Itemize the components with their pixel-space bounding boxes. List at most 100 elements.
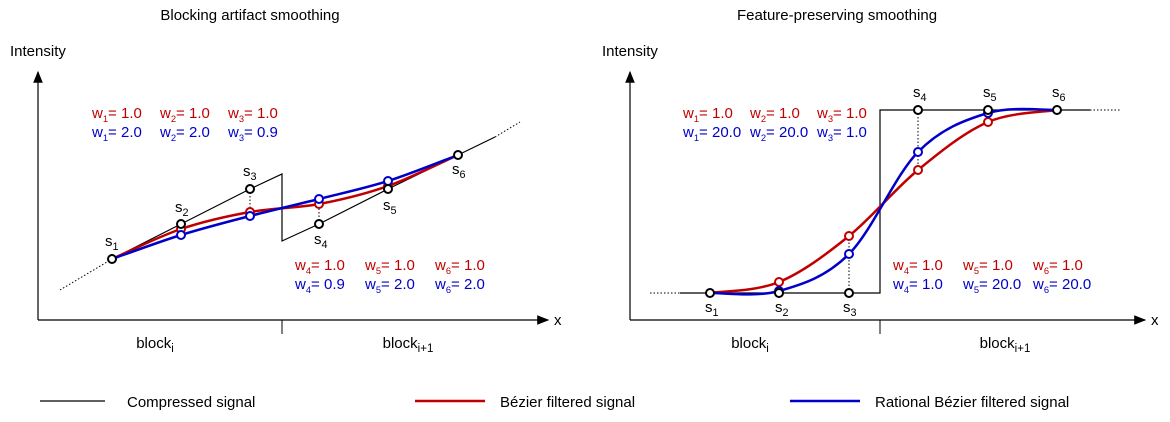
point-label-base: s — [452, 161, 460, 178]
point-label-sub: 2 — [783, 307, 789, 319]
legend-label: Bézier filtered signal — [500, 394, 635, 411]
bezier-point — [983, 117, 993, 127]
point-label: s3 — [843, 299, 857, 319]
weight-label-value: = 1.0 — [699, 105, 733, 122]
weight-label-sub: 3 — [239, 133, 244, 143]
point-label-base: s — [175, 199, 183, 216]
point-label: s5 — [383, 197, 397, 217]
weight-label-base: w — [364, 276, 376, 293]
point-label-sub: 5 — [391, 205, 397, 217]
weight-label-base: w — [227, 105, 239, 122]
weight-label: w6= 1.0 — [1032, 257, 1083, 276]
weight-label-value: = 2.0 — [176, 124, 210, 141]
rational-bezier-curve — [111, 153, 459, 261]
weight-label: w1= 20.0 — [682, 124, 741, 143]
point-label-sub: 3 — [851, 307, 857, 319]
weight-label-sub: 5 — [376, 266, 381, 276]
point-label: s2 — [775, 299, 789, 319]
weight-label: w2= 20.0 — [749, 124, 808, 143]
weight-label-sub: 5 — [974, 285, 979, 295]
point-label-base: s — [383, 197, 391, 214]
control-point — [176, 219, 186, 229]
block-label-base: block — [731, 335, 767, 352]
weight-label-base: w — [962, 276, 974, 293]
weight-label-base: w — [364, 257, 376, 274]
panel-title: Blocking artifact smoothing — [160, 7, 339, 24]
weight-label: w6= 2.0 — [434, 276, 485, 295]
weight-label-value: = 2.0 — [108, 124, 142, 141]
weight-label-value: = 1.0 — [766, 105, 800, 122]
point-label-sub: 2 — [183, 207, 189, 219]
weight-label-base: w — [294, 276, 306, 293]
weight-label-base: w — [682, 105, 694, 122]
signal-dotted — [59, 258, 113, 291]
weight-label-base: w — [159, 124, 171, 141]
weight-label-sub: 5 — [376, 285, 381, 295]
weight-label: w6= 1.0 — [434, 257, 485, 276]
weight-label-sub: 4 — [904, 266, 909, 276]
weight-label-value: = 1.0 — [244, 105, 278, 122]
weight-label-base: w — [749, 124, 761, 141]
legend-label: Rational Bézier filtered signal — [875, 394, 1069, 411]
weight-label-sub: 6 — [446, 266, 451, 276]
block-label: blocki — [136, 335, 174, 355]
point-label-sub: 3 — [251, 171, 257, 183]
block-label-base: block — [383, 335, 419, 352]
point-label: s1 — [105, 233, 119, 253]
signal-dotted — [494, 121, 521, 138]
point-label-base: s — [705, 299, 713, 316]
weight-label-base: w — [816, 105, 828, 122]
weight-label-sub: 2 — [171, 114, 176, 124]
bezier-point — [774, 277, 784, 287]
weight-label-value: = 1.0 — [451, 257, 485, 274]
control-point — [774, 288, 784, 298]
point-label-sub: 4 — [322, 239, 328, 251]
control-point — [383, 184, 393, 194]
weight-label-base: w — [682, 124, 694, 141]
weight-label-base: w — [749, 105, 761, 122]
panel-title: Feature-preserving smoothing — [737, 7, 937, 24]
control-point — [245, 184, 255, 194]
weight-label: w2= 2.0 — [159, 124, 210, 143]
control-point — [1052, 105, 1062, 115]
weight-label-value: = 1.0 — [909, 276, 943, 293]
weight-label-base: w — [1032, 276, 1044, 293]
weight-label-base: w — [91, 124, 103, 141]
block-label: blocki — [731, 335, 769, 355]
weight-label-value: = 1.0 — [311, 257, 345, 274]
bezier-point — [913, 165, 923, 175]
weight-label-base: w — [159, 105, 171, 122]
weight-label-value: = 1.0 — [833, 124, 867, 141]
weight-label: w4= 0.9 — [294, 276, 345, 295]
point-label: s3 — [243, 163, 257, 183]
control-point — [453, 150, 463, 160]
weight-label-sub: 4 — [306, 285, 311, 295]
weight-label: w2= 1.0 — [159, 105, 210, 124]
rational-point — [176, 230, 186, 240]
weight-label-sub: 3 — [828, 133, 833, 143]
weight-label-value: = 0.9 — [244, 124, 278, 141]
weight-label: w3= 0.9 — [227, 124, 278, 143]
y-axis-label: Intensity — [602, 43, 658, 60]
point-label-sub: 1 — [713, 307, 719, 319]
point-label-sub: 4 — [921, 92, 927, 104]
weight-label-value: = 0.9 — [311, 276, 345, 293]
weight-label-sub: 1 — [103, 114, 108, 124]
point-label-base: s — [243, 163, 251, 180]
weight-label-sub: 5 — [974, 266, 979, 276]
weight-label-value: = 1.0 — [1049, 257, 1083, 274]
weight-label-base: w — [892, 257, 904, 274]
point-label: s6 — [452, 161, 466, 181]
weight-label-value: = 20.0 — [766, 124, 808, 141]
weight-label-base: w — [1032, 257, 1044, 274]
weight-label-sub: 2 — [761, 133, 766, 143]
weight-label-value: = 1.0 — [909, 257, 943, 274]
weight-label: w5= 1.0 — [364, 257, 415, 276]
block-label-sub: i+1 — [418, 343, 434, 355]
weight-label: w1= 1.0 — [91, 105, 142, 124]
weight-label: w5= 2.0 — [364, 276, 415, 295]
weight-label-base: w — [434, 276, 446, 293]
weight-label-value: = 2.0 — [451, 276, 485, 293]
point-label-base: s — [1052, 84, 1060, 101]
weight-label: w1= 2.0 — [91, 124, 142, 143]
